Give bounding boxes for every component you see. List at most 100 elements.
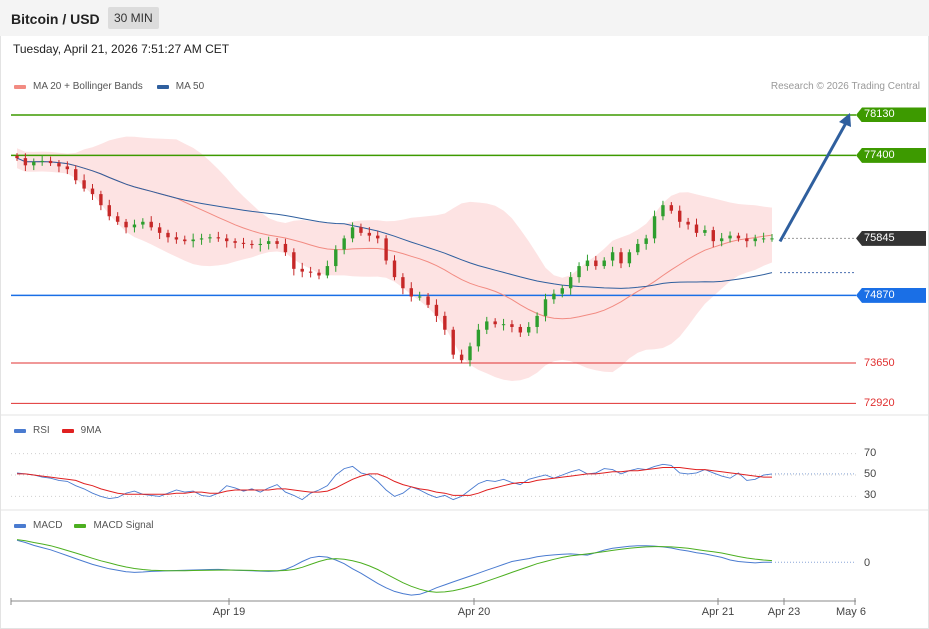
candle-body: [191, 239, 195, 242]
credit-text: Research © 2026 Trading Central: [770, 81, 920, 92]
legend-label-macd-signal: MACD Signal: [93, 520, 154, 531]
candle-body: [443, 315, 447, 330]
header-bar: Bitcoin / USD 30 MIN: [0, 0, 929, 36]
candle-body: [627, 252, 632, 264]
macd-series-1: [16, 539, 773, 593]
candle-body: [451, 329, 455, 355]
candle-body: [476, 329, 481, 347]
level-tag-77400: 77400: [856, 147, 926, 163]
candle-body: [141, 221, 145, 225]
candle-body: [661, 205, 665, 217]
candle-body: [300, 268, 304, 272]
timestamp: Tuesday, April 21, 2026 7:51:27 AM CET: [13, 42, 230, 56]
candle-body: [493, 321, 497, 325]
candle-body: [241, 242, 246, 244]
candle-body: [57, 163, 61, 167]
candle-body: [233, 241, 237, 243]
forecast-arrow-head: [839, 112, 851, 127]
legend-label-rsi-ma: 9MA: [80, 425, 102, 436]
candle-body: [149, 221, 153, 228]
candle-body: [527, 326, 531, 333]
candle-body: [485, 321, 489, 330]
candle-body: [107, 205, 111, 217]
rsi-tick-50: 50: [864, 468, 877, 480]
candle-body: [577, 266, 581, 278]
instrument-title: Bitcoin / USD: [11, 11, 100, 27]
x-tick-apr21: Apr 21: [701, 606, 735, 618]
candle-body: [166, 232, 170, 238]
candle-body: [770, 238, 774, 240]
candle-body: [602, 260, 606, 267]
candle-body: [40, 160, 44, 162]
legend-label-rsi: RSI: [33, 425, 50, 436]
legend-macd: MACD MACD Signal: [14, 520, 153, 531]
candle-body: [745, 238, 749, 242]
level-label-73650: 73650: [864, 356, 895, 369]
candle-body: [183, 239, 187, 242]
candle-body: [594, 260, 598, 267]
timeframe-button[interactable]: 30 MIN: [108, 7, 159, 29]
candle-body: [384, 238, 388, 261]
candle-body: [459, 354, 464, 361]
legend-label-ma50: MA 50: [175, 81, 205, 92]
candle-body: [753, 238, 757, 242]
level-label-72920: 72920: [864, 397, 895, 410]
candle-body: [468, 346, 472, 361]
rsi-tick-70: 70: [864, 446, 877, 459]
candle-body: [216, 237, 221, 239]
x-tick-may6: May 6: [836, 606, 866, 618]
candle-body: [644, 238, 648, 244]
candle-body: [325, 266, 330, 276]
candle-body: [250, 243, 254, 246]
candle-body: [359, 227, 363, 233]
current-price-tag: 75845: [856, 230, 926, 246]
candle-body: [74, 169, 78, 181]
candle-body: [652, 216, 657, 239]
rsi-series-1: [17, 467, 772, 496]
candle-body: [350, 227, 355, 239]
forecast-arrow-line: [778, 122, 848, 243]
candle-body: [82, 180, 86, 189]
candle-body: [426, 296, 430, 305]
candle-body: [543, 299, 548, 316]
candle-body: [157, 227, 162, 233]
candle-body: [124, 221, 128, 228]
candle-body: [585, 260, 590, 267]
candle-body: [376, 235, 380, 239]
candle-body: [669, 205, 674, 211]
candle-body: [610, 252, 615, 261]
candle-body: [728, 235, 732, 239]
candle-body: [761, 238, 766, 240]
candle-body: [23, 158, 28, 166]
candle-body: [686, 221, 690, 225]
candle-body: [65, 166, 70, 170]
candle-body: [719, 238, 724, 242]
candle-body: [132, 224, 137, 228]
candle-body: [225, 238, 229, 242]
candle-body: [367, 232, 372, 236]
candle-body: [510, 324, 514, 327]
candle-body: [266, 241, 271, 244]
candle-body: [334, 249, 338, 267]
candle-body: [99, 194, 103, 206]
candle-body: [535, 315, 539, 327]
x-tick-apr23: Apr 23: [767, 606, 801, 618]
candle-body: [518, 326, 523, 333]
candle-body: [258, 243, 262, 246]
candle-body: [703, 230, 707, 233]
candle-body: [552, 293, 556, 300]
candle-body: [283, 243, 288, 253]
macd-series-0: [16, 539, 772, 596]
legend-swatch-rsi-ma: [61, 428, 74, 433]
candle-body: [317, 272, 321, 276]
candle-body: [501, 324, 506, 326]
legend-swatch-bollinger: [14, 84, 26, 89]
ma50-line: [16, 157, 773, 289]
legend-swatch-rsi: [14, 428, 26, 433]
candle-body: [90, 188, 95, 195]
candle-body: [694, 224, 699, 233]
candle-body: [208, 237, 212, 239]
candle-body: [417, 296, 422, 298]
candle-body: [15, 155, 19, 159]
